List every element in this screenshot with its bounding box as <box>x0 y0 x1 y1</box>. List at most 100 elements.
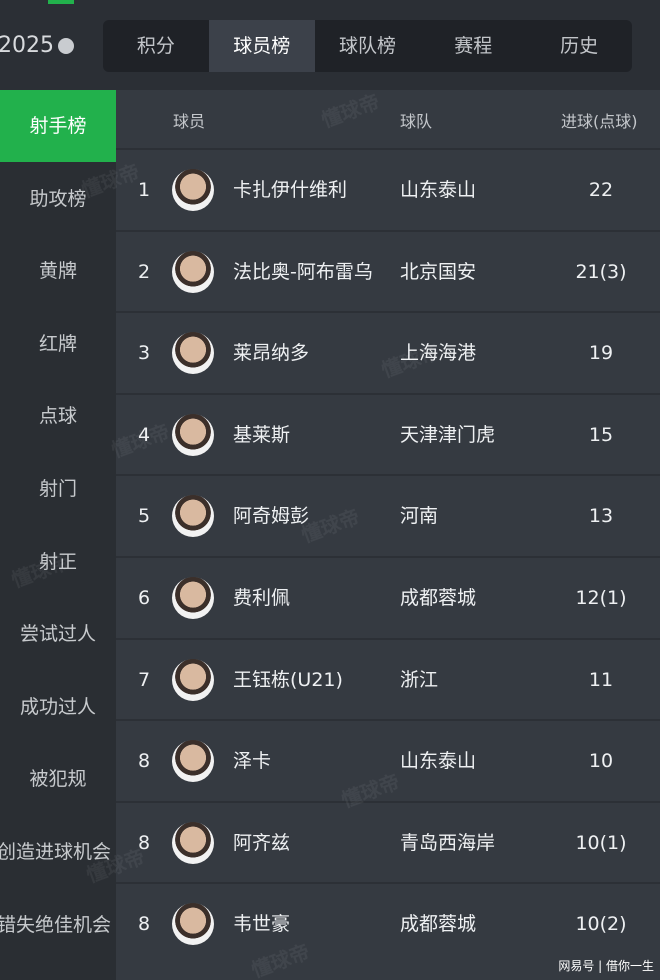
rank: 6 <box>138 587 151 609</box>
rank: 7 <box>138 668 151 691</box>
sidebar-label: 黄牌 <box>38 260 77 283</box>
goals: 22 <box>588 179 614 201</box>
avatar <box>172 169 214 211</box>
sidebar-label: 尝试过人 <box>19 623 96 646</box>
goals: 13 <box>588 505 614 528</box>
table-row[interactable]: 6 费利佩 成都蓉城 12(1) <box>116 556 660 638</box>
table-row[interactable]: 4 基莱斯 天津津门虎 15 <box>116 392 660 475</box>
player-name: 王钰栋(U21) <box>233 668 343 691</box>
sidebar-label: 射门 <box>38 478 77 500</box>
header-team: 球队 <box>400 112 433 131</box>
sidebar-item[interactable]: 尝试过人 <box>0 598 116 670</box>
player-name: 阿奇姆彭 <box>233 505 310 528</box>
team-name: 上海海港 <box>400 342 477 365</box>
table-row[interactable]: 8 泽卡 山东泰山 10 <box>116 719 660 801</box>
season[interactable]: 2025 <box>0 33 54 58</box>
tab-bar: 积分 球员榜 球队榜 赛程 历史 <box>103 20 632 72</box>
team-name: 成都蓉城 <box>400 913 477 936</box>
player-name: 卡扎伊什维利 <box>233 179 348 201</box>
goals: 15 <box>588 423 614 446</box>
table: 球员 球队 进球(点球) 1 卡扎伊什维利 山东泰山 22 2 法比奥-阿布雷乌 北京国安 2… <box>116 90 660 980</box>
player-name: 法比奥-阿布雷乌 <box>233 260 373 283</box>
tab[interactable]: 赛程 <box>454 35 493 57</box>
team-name: 河南 <box>400 505 439 528</box>
goals: 10(1) <box>575 831 627 854</box>
avatar <box>172 413 214 456</box>
season-dropdown[interactable] <box>58 38 74 54</box>
player-name: 莱昂纳多 <box>233 342 310 365</box>
goals: 21(3) <box>575 260 627 283</box>
sidebar-item[interactable]: 助攻榜 <box>0 163 116 235</box>
avatar <box>172 821 214 864</box>
goals: 12(1) <box>575 587 627 609</box>
avatar <box>172 658 214 701</box>
avatar <box>172 740 214 783</box>
player-name: 阿齐兹 <box>233 831 291 854</box>
player-name: 基莱斯 <box>233 423 291 446</box>
team-name: 山东泰山 <box>400 750 477 773</box>
sidebar-label: 射正 <box>38 550 77 573</box>
goals: 10(2) <box>575 913 627 936</box>
sidebar-label: 错失绝佳机会 <box>0 913 111 936</box>
rank: 3 <box>138 342 151 365</box>
team-name: 浙江 <box>400 668 439 691</box>
goals: 11 <box>588 668 614 691</box>
team-name: 青岛西海岸 <box>400 831 496 854</box>
sidebar-label: 射手榜 <box>29 115 87 137</box>
player-name: 韦世豪 <box>233 913 291 936</box>
sidebar-label: 创造进球机会 <box>0 841 111 863</box>
team-name: 成都蓉城 <box>400 587 477 609</box>
sidebar-item[interactable]: 点球 <box>0 380 116 452</box>
sidebar-item[interactable]: 错失绝佳机会 <box>0 889 116 961</box>
top-bar: 2025 积分 球员榜 球队榜 赛程 历史 <box>0 0 660 90</box>
table-row[interactable]: 3 莱昂纳多 上海海港 19 <box>116 311 660 393</box>
tab[interactable]: 历史 <box>560 35 599 57</box>
sidebar-item[interactable]: 成功过人 <box>0 671 116 743</box>
avatar <box>172 577 214 619</box>
tab[interactable]: 球员榜 <box>208 20 315 72</box>
rank: 8 <box>138 913 151 936</box>
avatar <box>172 903 214 946</box>
sidebar-item[interactable]: 射正 <box>0 526 116 598</box>
player-name: 泽卡 <box>233 750 272 773</box>
sidebar-label: 助攻榜 <box>29 187 87 210</box>
sidebar-label: 点球 <box>38 405 77 428</box>
sidebar: 射手榜助攻榜黄牌红牌点球射门射正尝试过人成功过人被犯规创造进球机会 错失绝佳机会 <box>0 90 116 980</box>
sidebar-label: 成功过人 <box>19 695 96 718</box>
sidebar-label: 被犯规 <box>29 768 87 791</box>
goals: 10 <box>588 750 614 773</box>
sidebar-item[interactable]: 创造进球机会 <box>0 816 116 888</box>
sidebar-item[interactable]: 红牌 <box>0 308 116 380</box>
sidebar-item[interactable]: 射门 <box>0 453 116 525</box>
table-row[interactable]: 5 阿奇姆彭 河南 13 <box>116 474 660 556</box>
team-name: 山东泰山 <box>400 179 477 201</box>
avatar <box>172 495 214 538</box>
indicator <box>48 0 74 4</box>
table-row[interactable]: 7 王钰栋(U21) 浙江 11 <box>116 637 660 720</box>
table-row[interactable]: 2 法比奥-阿布雷乌 北京国安 21(3) <box>116 229 660 312</box>
header-goals: 进球(点球) <box>561 112 638 131</box>
avatar <box>172 250 214 293</box>
rank: 5 <box>138 505 151 528</box>
sidebar-item[interactable]: 黄牌 <box>0 235 116 307</box>
goals: 19 <box>588 342 614 365</box>
rank: 8 <box>138 831 151 854</box>
avatar <box>172 332 214 375</box>
rank: 4 <box>138 423 151 446</box>
rank: 2 <box>138 260 151 283</box>
player-name: 费利佩 <box>233 587 291 609</box>
table-row[interactable]: 8 韦世豪 成都蓉城 10(2) <box>116 882 660 964</box>
sidebar-item[interactable]: 被犯规 <box>0 743 116 815</box>
table-row[interactable]: 1 卡扎伊什维利 山东泰山 22 <box>116 148 660 230</box>
team-name: 北京国安 <box>400 260 477 283</box>
header-player: 球员 <box>173 112 206 131</box>
tab[interactable]: 球队榜 <box>338 35 396 57</box>
table-row[interactable]: 8 阿齐兹 青岛西海岸 10(1) <box>116 800 660 883</box>
footer: 网易号 | 借你一生 <box>558 959 654 973</box>
sidebar-label: 红牌 <box>38 332 77 355</box>
sidebar-item[interactable]: 射手榜 <box>0 90 116 162</box>
team-name: 天津津门虎 <box>400 423 496 446</box>
tab[interactable]: 积分 <box>136 35 175 57</box>
rank: 8 <box>138 750 151 773</box>
